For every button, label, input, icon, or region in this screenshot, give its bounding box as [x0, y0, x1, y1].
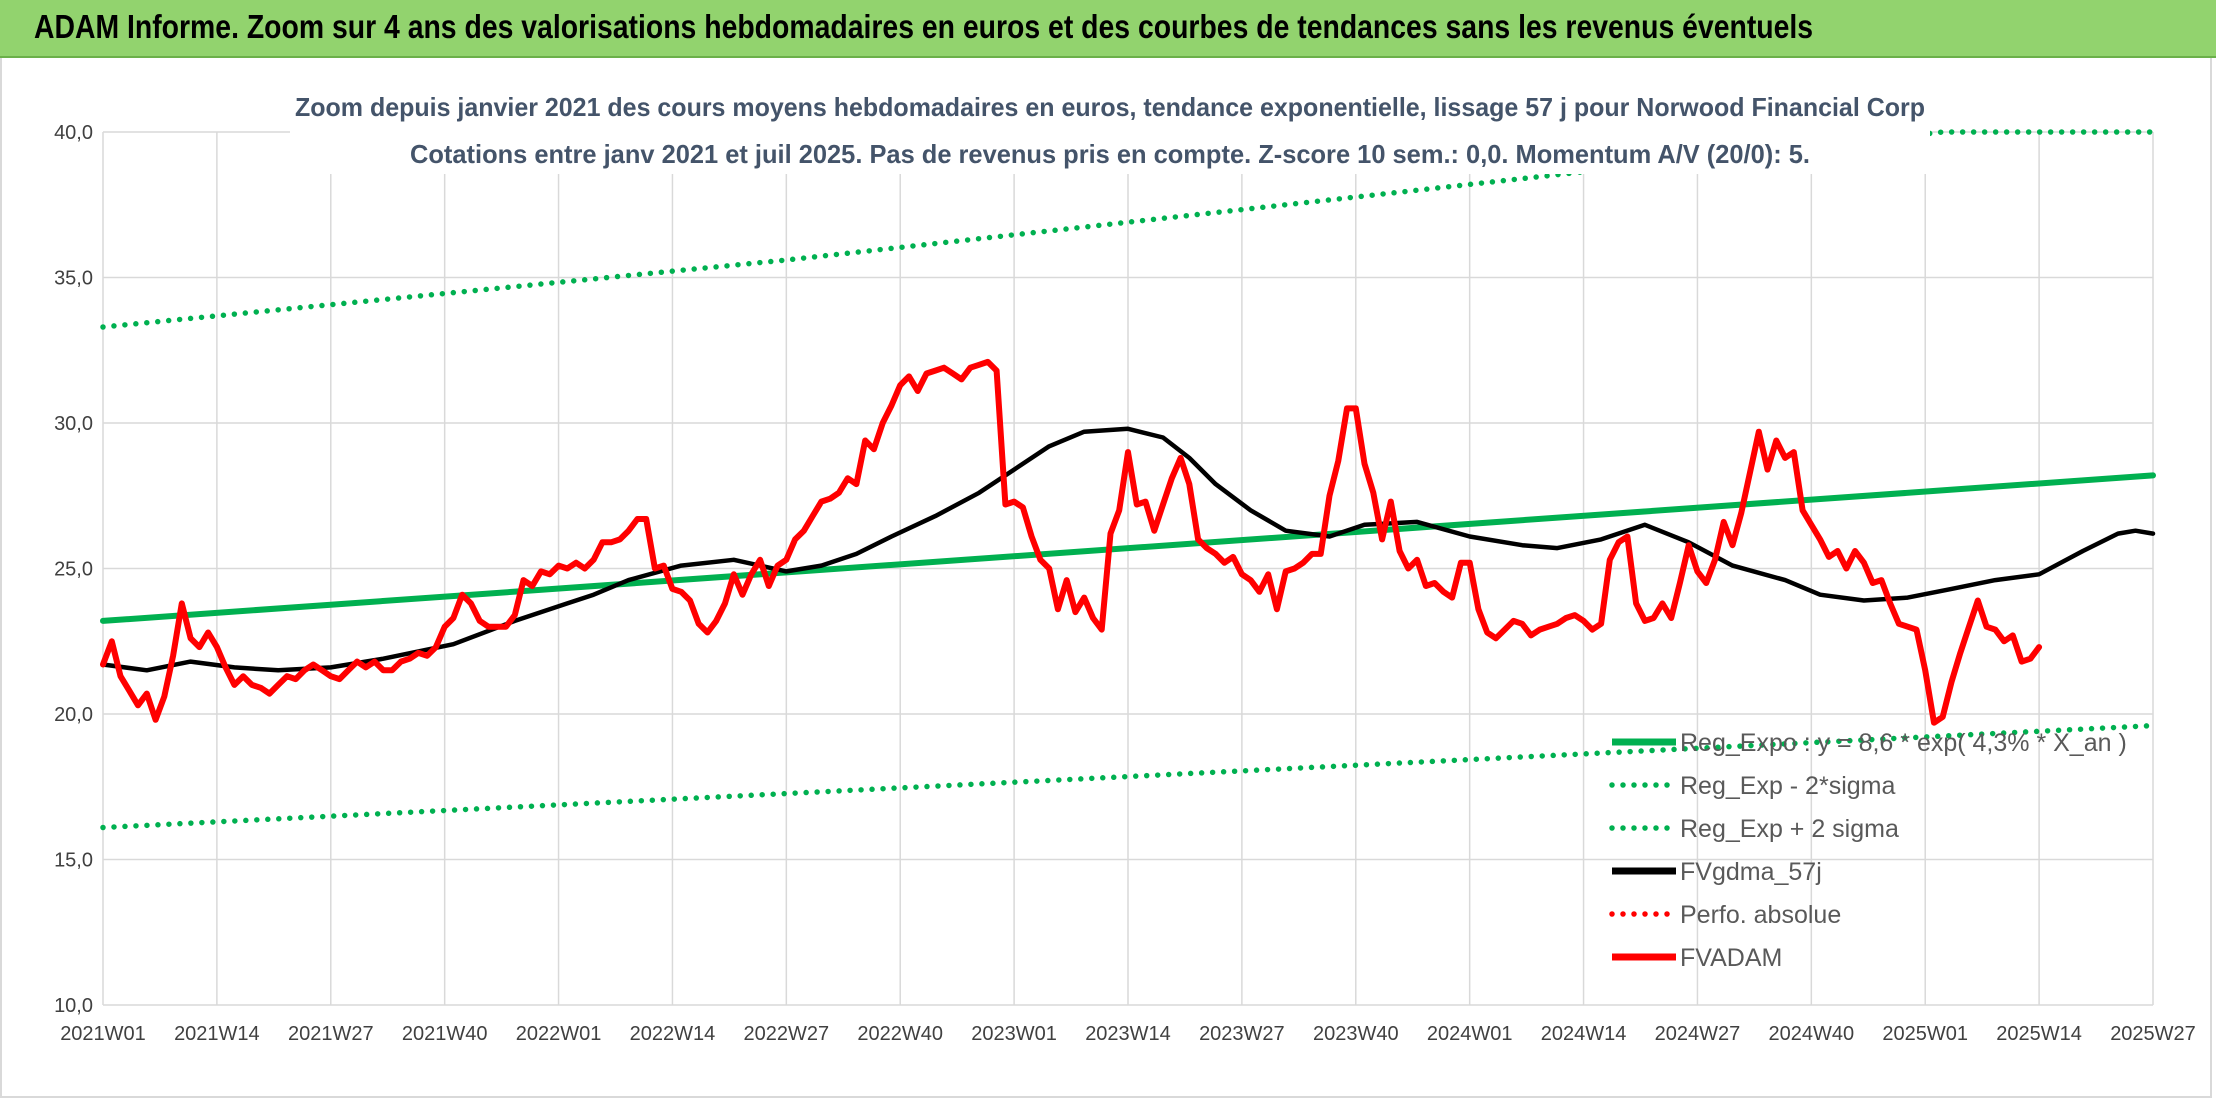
y-tick-label: 35,0: [54, 268, 93, 290]
x-tick-label: 2022W01: [516, 1023, 602, 1045]
y-tick-label: 20,0: [54, 704, 93, 726]
title-background: [290, 82, 1930, 174]
y-tick-label: 25,0: [54, 559, 93, 581]
axis-layer: 10,0 15,0 20,0 25,0 30,0 35,0 40,0 2021W01 2021W…: [54, 122, 2196, 1045]
legend-label: Reg_Expo : y = 8,6 * exp( 4,3% * X_an ): [1680, 729, 2127, 757]
page-title: ADAM Informe. Zoom sur 4 ans des valoris…: [34, 8, 1814, 45]
x-tick-label: 2022W40: [857, 1023, 943, 1045]
series-line-0: [100, 472, 2156, 624]
chart-frame: [0, 58, 2212, 1098]
x-tick-label: 2021W40: [402, 1023, 488, 1045]
header-bar: ADAM Informe. Zoom sur 4 ans des valoris…: [0, 0, 2216, 58]
chart-subtitle: Cotations entre janv 2021 et juil 2025. …: [410, 139, 1810, 169]
x-tick-label: 2022W27: [744, 1023, 830, 1045]
legend-label: Perfo. absolue: [1680, 901, 1841, 929]
x-tick-label: 2024W27: [1655, 1023, 1741, 1045]
x-tick-label: 2023W14: [1085, 1023, 1171, 1045]
x-tick-label: 2023W40: [1313, 1023, 1399, 1045]
x-tick-label: 2024W14: [1541, 1023, 1627, 1045]
x-tick-label: 2022W14: [630, 1023, 716, 1045]
legend-label: FVADAM: [1680, 944, 1782, 972]
x-tick-label: 2025W27: [2110, 1023, 2196, 1045]
series-line-1: [100, 722, 2156, 831]
x-tick-label: 2021W14: [174, 1023, 260, 1045]
x-tick-label: 2021W27: [288, 1023, 374, 1045]
series-line-5: [100, 358, 2043, 726]
legend: Reg_Expo : y = 8,6 * exp( 4,3% * X_an ) R…: [1609, 729, 2127, 972]
legend-label: FVgdma_57j: [1680, 858, 1822, 886]
y-tick-label: 40,0: [54, 122, 93, 144]
x-tick-label: 2025W01: [1882, 1023, 1968, 1045]
y-tick-label: 10,0: [54, 995, 93, 1017]
legend-label: Reg_Exp + 2 sigma: [1680, 815, 1899, 843]
series-line-3: [100, 426, 2156, 673]
chart-title: Zoom depuis janvier 2021 des cours moyen…: [295, 92, 1925, 122]
x-tick-label: 2024W40: [1769, 1023, 1855, 1045]
series-layer: [100, 129, 2156, 831]
x-tick-label: 2021W01: [60, 1023, 146, 1045]
y-tick-label: 15,0: [54, 850, 93, 872]
x-tick-label: 2023W27: [1199, 1023, 1285, 1045]
x-tick-label: 2023W01: [971, 1023, 1057, 1045]
y-tick-label: 30,0: [54, 413, 93, 435]
title-layer: Zoom depuis janvier 2021 des cours moyen…: [290, 82, 1930, 174]
legend-label: Reg_Exp - 2*sigma: [1680, 772, 1895, 800]
x-tick-label: 2024W01: [1427, 1023, 1513, 1045]
series-line-2: [100, 129, 2156, 330]
x-tick-label: 2025W14: [1996, 1023, 2082, 1045]
